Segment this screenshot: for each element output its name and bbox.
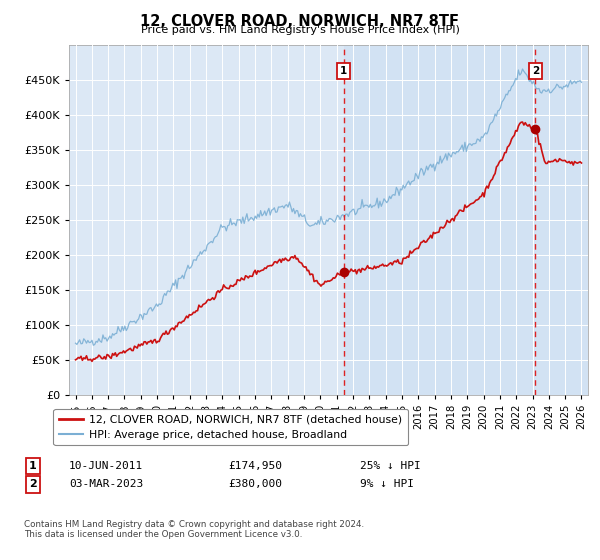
Text: 9% ↓ HPI: 9% ↓ HPI [360,479,414,489]
Text: 10-JUN-2011: 10-JUN-2011 [69,461,143,471]
Text: Price paid vs. HM Land Registry's House Price Index (HPI): Price paid vs. HM Land Registry's House … [140,25,460,35]
Text: Contains HM Land Registry data © Crown copyright and database right 2024.
This d: Contains HM Land Registry data © Crown c… [24,520,364,539]
Text: 12, CLOVER ROAD, NORWICH, NR7 8TF: 12, CLOVER ROAD, NORWICH, NR7 8TF [140,14,460,29]
Text: 1: 1 [29,461,37,471]
Text: £174,950: £174,950 [228,461,282,471]
Text: 2: 2 [29,479,37,489]
Text: £380,000: £380,000 [228,479,282,489]
Bar [344,45,588,395]
Text: 25% ↓ HPI: 25% ↓ HPI [360,461,421,471]
Text: 1: 1 [340,67,347,76]
Text: 2: 2 [532,67,539,76]
Text: 03-MAR-2023: 03-MAR-2023 [69,479,143,489]
Bar [535,45,588,395]
Legend: 12, CLOVER ROAD, NORWICH, NR7 8TF (detached house), HPI: Average price, detached: 12, CLOVER ROAD, NORWICH, NR7 8TF (detac… [53,409,408,445]
